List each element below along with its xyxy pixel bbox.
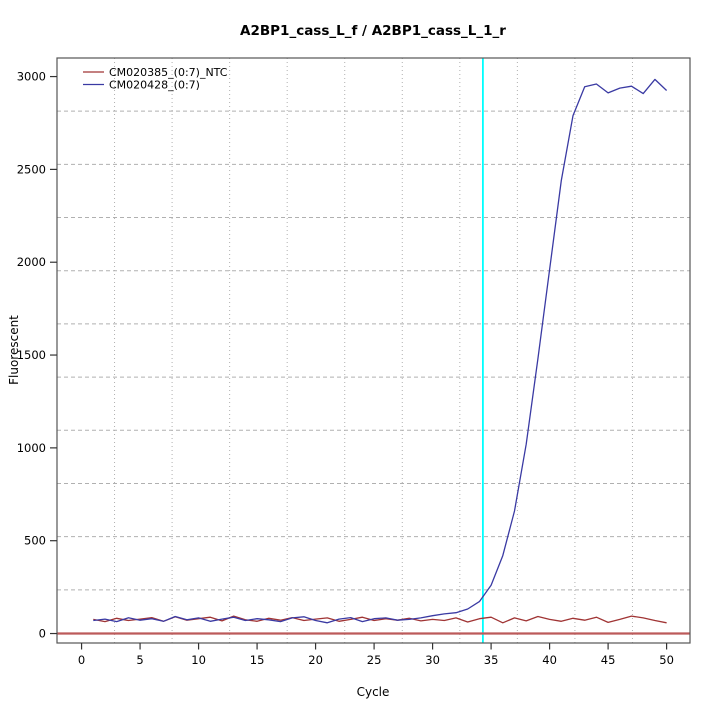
y-tick-label: 3000 xyxy=(17,70,46,84)
series-line xyxy=(93,78,668,624)
x-tick-label: 45 xyxy=(601,653,616,667)
y-tick-label: 1000 xyxy=(17,441,46,455)
legend-entry-label-sample: CM020428_(0:7) xyxy=(109,79,200,92)
y-tick-label: 2500 xyxy=(17,162,46,176)
y-tick-label: 1500 xyxy=(17,348,46,362)
x-tick-label: 0 xyxy=(78,653,85,667)
gridlines xyxy=(57,58,690,643)
x-tick-label: 15 xyxy=(250,653,265,667)
x-tick-label: 35 xyxy=(484,653,499,667)
legend-entry-label-ntc: CM020385_(0:7)_NTC xyxy=(109,66,228,79)
x-tick-label: 50 xyxy=(659,653,674,667)
y-tick-label: 500 xyxy=(24,534,46,548)
y-axis-label: Fluorescent xyxy=(7,315,21,385)
x-tick-label: 40 xyxy=(542,653,557,667)
x-tick-label: 25 xyxy=(367,653,382,667)
chart-title: A2BP1_cass_L_f / A2BP1_cass_L_1_r xyxy=(240,23,506,39)
x-tick-label: 30 xyxy=(425,653,440,667)
series-lines xyxy=(93,78,668,624)
x-tick-label: 10 xyxy=(191,653,206,667)
plot-border-box xyxy=(56,57,691,644)
y-tick-label: 0 xyxy=(39,627,46,641)
y-tick-label: 2000 xyxy=(17,255,46,269)
legend-entry: CM020385_(0:7)_NTC xyxy=(83,66,228,79)
x-axis-ticks: 0 5 10 15 20 25 30 35 40 45 50 xyxy=(78,643,674,667)
plot-border xyxy=(56,57,691,644)
y-axis-ticks: 0 500 1000 1500 2000 2500 3000 xyxy=(17,70,57,641)
x-tick-label: 20 xyxy=(308,653,323,667)
legend: CM020385_(0:7)_NTC CM020428_(0:7) xyxy=(83,66,228,92)
x-axis-label: Cycle xyxy=(357,685,390,699)
x-tick-label: 5 xyxy=(136,653,143,667)
legend-entry: CM020428_(0:7) xyxy=(83,79,200,92)
